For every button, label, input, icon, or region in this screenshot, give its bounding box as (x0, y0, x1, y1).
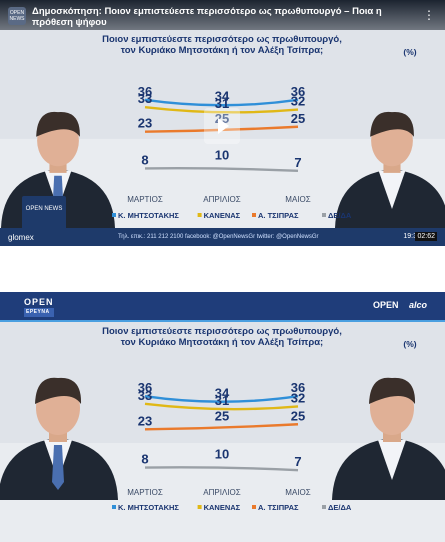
chart-unit-label: (%) (403, 339, 416, 349)
person-photo-mitsotakis (0, 377, 118, 500)
chart-unit-label: (%) (403, 47, 416, 57)
data-label-0-0: 36 (138, 380, 152, 395)
play-icon[interactable] (204, 108, 240, 144)
hair-shape (35, 377, 82, 404)
hair-shape (36, 111, 80, 137)
legend-swatch-2 (252, 505, 256, 509)
chart-svg-still: Ποιον εμπιστεύεστε περισσότερο ως πρωθυπ… (0, 322, 445, 542)
x-tick-label-2: ΜΑΙΟΣ (285, 488, 310, 497)
legend-label-2: Α. ΤΣΙΠΡΑΣ (258, 211, 299, 220)
data-label-0-0: 36 (138, 84, 152, 99)
data-label-0-2: 36 (291, 380, 305, 395)
legend-label-0: Κ. ΜΗΤΣΟΤΑΚΗΣ (118, 211, 179, 220)
data-label-2-1: 25 (215, 408, 229, 423)
series-line-2 (144, 423, 299, 431)
data-label-2-0: 23 (138, 116, 152, 131)
data-label-3-0: 8 (141, 452, 148, 467)
data-label-0-1: 34 (215, 385, 230, 400)
hair-shape (369, 377, 416, 404)
still-header-bar: OPEN ΕΡΕΥΝΑ OPEN alco (0, 292, 445, 320)
video-player[interactable]: OPEN NEWS Δημοσκόπηση: Ποιον εμπιστεύεστ… (0, 0, 445, 246)
legend-label-3: ΔΕ/ΔΑ (328, 503, 352, 512)
series-line-3 (144, 167, 299, 173)
chart-title-line2: τον Κυριάκο Μητσοτάκη ή τον Αλέξη Τσίπρα… (121, 337, 323, 348)
data-label-1-0: 33 (138, 91, 152, 106)
data-label-1-1: 31 (215, 393, 229, 408)
legend-swatch-3 (322, 505, 326, 509)
legend-swatch-0 (112, 213, 116, 217)
data-label-3-1: 10 (215, 148, 229, 163)
chart-scene-still: Ποιον εμπιστεύεστε περισσότερο ως πρωθυπ… (0, 322, 445, 542)
chart-svg-video: Ποιον εμπιστεύεστε περισσότερο ως πρωθυπ… (0, 30, 445, 228)
open-logo-text: OPEN (24, 297, 54, 307)
player-top-bar: OPEN NEWS Δημοσκόπηση: Ποιον εμπιστεύεστ… (0, 0, 445, 30)
header-accent-line (0, 320, 445, 323)
x-tick-label-0: ΜΑΡΤΙΟΣ (127, 195, 163, 204)
partner-logos: OPEN alco (373, 300, 427, 310)
series-line-1 (144, 105, 299, 114)
video-duration: 02:62 (415, 232, 437, 241)
data-label-1-1: 31 (215, 96, 229, 111)
chart-title-line1: Ποιον εμπιστεύεστε περισσότερο ως πρωθυπ… (102, 326, 342, 337)
chart-title-line1: Ποιον εμπιστεύεστε περισσότερο ως πρωθυπ… (102, 34, 342, 45)
series-line-1 (144, 402, 299, 411)
data-label-0-2: 36 (291, 84, 305, 99)
video-title[interactable]: Δημοσκόπηση: Ποιον εμπιστεύεστε περισσότ… (32, 6, 382, 28)
series-line-0 (144, 395, 299, 403)
legend-label-0: Κ. ΜΗΤΣΟΤΑΚΗΣ (118, 503, 179, 512)
data-label-3-0: 8 (141, 152, 148, 167)
ticker-text: Τηλ. επικ.: 211 212 2100 facebook: @Open… (118, 234, 319, 240)
shirt-shape (378, 171, 406, 209)
data-label-0-1: 34 (215, 89, 230, 104)
legend-label-3: ΔΕ/ΔΑ (328, 211, 352, 220)
data-label-3-2: 7 (294, 155, 301, 170)
open-news-badge: OPEN NEWS (22, 196, 66, 232)
data-label-1-2: 32 (291, 390, 305, 405)
open-logo-right: OPEN (372, 300, 399, 310)
open-erevna-logo: OPEN ΕΡΕΥΝΑ (24, 298, 54, 317)
data-label-2-0: 23 (138, 413, 152, 428)
legend-label-1: ΚΑΝΕΝΑΣ (204, 503, 241, 512)
data-label-2-2: 25 (291, 111, 305, 126)
person-photo-tsipras (332, 377, 445, 500)
series-line-3 (144, 466, 299, 472)
channel-logo[interactable]: OPEN NEWS (8, 7, 26, 25)
x-tick-label-0: ΜΑΡΤΙΟΣ (127, 488, 163, 497)
legend-swatch-3 (322, 213, 326, 217)
chart-scene-video: Ποιον εμπιστεύεστε περισσότερο ως πρωθυπ… (0, 30, 445, 228)
data-label-3-1: 10 (215, 447, 229, 462)
series-line-0 (144, 98, 299, 107)
x-tick-label-2: ΜΑΙΟΣ (285, 195, 310, 204)
legend-swatch-1 (197, 213, 202, 217)
legend-swatch-1 (197, 505, 202, 509)
ticker-time: 19:3 (403, 233, 417, 240)
legend-swatch-2 (252, 213, 256, 217)
legend-label-2: Α. ΤΣΙΠΡΑΣ (258, 503, 299, 512)
news-ticker: Τηλ. επικ.: 211 212 2100 facebook: @Open… (0, 228, 445, 246)
erevna-logo-text: ΕΡΕΥΝΑ (24, 308, 54, 317)
legend-swatch-0 (112, 505, 116, 509)
data-label-3-2: 7 (294, 454, 301, 469)
x-tick-label-1: ΑΠΡΙΛΙΟΣ (203, 195, 240, 204)
glomex-logo[interactable]: glomex (8, 233, 34, 242)
data-label-2-2: 25 (291, 408, 305, 423)
tie-shape (52, 445, 64, 490)
legend-label-1: ΚΑΝΕΝΑΣ (204, 211, 241, 220)
shirt-shape (378, 440, 406, 480)
alco-logo: alco (408, 300, 427, 310)
more-vertical-icon[interactable]: ⋮ (423, 8, 435, 22)
x-tick-label-1: ΑΠΡΙΛΙΟΣ (203, 488, 240, 497)
chart-title-line2: τον Κυριάκο Μητσοτάκη ή τον Αλέξη Τσίπρα… (121, 45, 323, 56)
hair-shape (370, 111, 414, 137)
data-label-1-0: 33 (138, 388, 152, 403)
data-label-1-2: 32 (291, 94, 305, 109)
person-photo-tsipras (335, 111, 445, 228)
